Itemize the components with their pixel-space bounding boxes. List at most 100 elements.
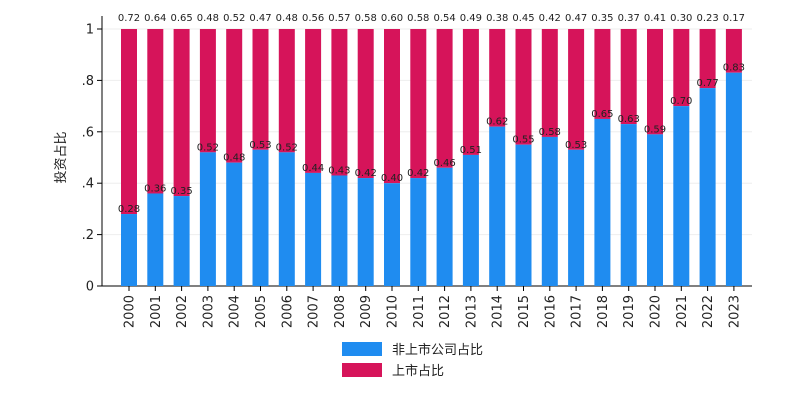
data-label-listed: 0.72: [118, 13, 140, 24]
data-label-listed: 0.56: [302, 13, 324, 24]
data-label-listed: 0.54: [433, 13, 455, 24]
legend-label: 上市占比: [392, 363, 444, 379]
bar-listed: [173, 29, 190, 197]
data-label-unlisted: 0.58: [539, 127, 561, 138]
data-label-unlisted: 0.62: [486, 117, 508, 128]
bar-listed: [515, 29, 532, 145]
x-tick-label: 2012: [438, 295, 453, 328]
data-label-unlisted: 0.43: [328, 165, 350, 176]
bar-unlisted: [357, 178, 374, 286]
bar-unlisted: [699, 88, 716, 286]
data-label-listed: 0.41: [644, 13, 666, 24]
y-tick-label: 0: [86, 280, 94, 295]
x-tick-label: 2014: [491, 295, 506, 328]
y-axis-title: 投资占比: [53, 131, 69, 183]
data-label-unlisted: 0.53: [565, 140, 587, 151]
data-label-unlisted: 0.55: [512, 135, 534, 146]
data-label-unlisted: 0.48: [223, 153, 245, 164]
x-tick-label: 2006: [280, 295, 295, 328]
data-label-unlisted: 0.42: [407, 168, 429, 179]
bar-unlisted: [226, 162, 243, 286]
x-tick-label: 2015: [517, 295, 532, 328]
bar-unlisted: [305, 172, 322, 286]
x-tick-label: 2020: [649, 295, 664, 328]
bar-unlisted: [725, 72, 742, 286]
bar-unlisted: [436, 167, 453, 286]
x-tick-label: 2019: [622, 295, 637, 328]
data-label-listed: 0.48: [197, 13, 219, 24]
y-tick-label: .8: [82, 74, 94, 89]
bar-unlisted: [568, 149, 585, 286]
data-label-listed: 0.60: [381, 13, 403, 24]
data-label-listed: 0.47: [565, 13, 587, 24]
bar-listed: [489, 29, 506, 127]
bar-listed: [357, 29, 374, 179]
data-label-listed: 0.57: [328, 13, 350, 24]
bar-listed: [384, 29, 400, 184]
data-label-unlisted: 0.36: [144, 183, 166, 194]
data-label-listed: 0.58: [355, 13, 377, 24]
x-tick-label: 2004: [228, 295, 243, 328]
bar-listed: [305, 29, 322, 173]
bar-listed: [647, 29, 663, 135]
x-tick-label: 2022: [701, 295, 716, 328]
bar-unlisted: [462, 154, 479, 286]
x-tick-label: 2016: [543, 295, 558, 328]
data-label-unlisted: 0.65: [591, 109, 613, 120]
data-label-listed: 0.58: [407, 13, 429, 24]
x-tick-label: 2002: [175, 295, 190, 328]
x-tick-label: 2008: [333, 295, 348, 328]
bar-listed: [673, 29, 690, 107]
data-label-listed: 0.48: [276, 13, 298, 24]
bar-unlisted: [489, 126, 506, 286]
data-label-unlisted: 0.35: [170, 186, 192, 197]
bar-listed: [147, 29, 164, 194]
data-label-unlisted: 0.83: [723, 63, 745, 74]
bar-unlisted: [515, 144, 532, 286]
x-tick-label: 2013: [464, 295, 479, 328]
legend-swatch: [342, 342, 382, 356]
y-tick-label: .2: [82, 228, 94, 243]
data-label-unlisted: 0.46: [433, 158, 455, 169]
bar-listed: [199, 29, 216, 153]
data-label-listed: 0.23: [696, 13, 718, 24]
x-tick-label: 2017: [570, 295, 585, 328]
x-tick-label: 2021: [675, 295, 690, 328]
data-label-unlisted: 0.42: [355, 168, 377, 179]
bar-listed: [331, 29, 348, 176]
data-label-listed: 0.37: [618, 13, 640, 24]
data-label-listed: 0.52: [223, 13, 245, 24]
bar-unlisted: [541, 136, 558, 286]
x-tick-label: 2005: [254, 295, 269, 328]
data-label-listed: 0.30: [670, 13, 692, 24]
data-label-listed: 0.38: [486, 13, 508, 24]
bar-listed: [725, 29, 742, 73]
y-tick-label: .4: [82, 177, 94, 192]
bar-unlisted: [647, 134, 663, 286]
bar-unlisted: [594, 118, 611, 286]
data-label-unlisted: 0.52: [197, 142, 219, 153]
data-label-listed: 0.35: [591, 13, 613, 24]
bar-unlisted: [384, 183, 400, 286]
bar-listed: [462, 29, 479, 155]
bar-unlisted: [121, 214, 137, 286]
bar-listed: [121, 29, 137, 215]
bar-listed: [699, 29, 716, 89]
x-tick-label: 2009: [359, 295, 374, 328]
data-label-listed: 0.65: [170, 13, 192, 24]
x-tick-label: 2001: [149, 295, 164, 328]
data-label-listed: 0.49: [460, 13, 482, 24]
bar-listed: [620, 29, 637, 125]
bar-unlisted: [620, 124, 637, 286]
bar-listed: [436, 29, 453, 168]
x-tick-label: 2007: [307, 295, 322, 328]
data-label-unlisted: 0.53: [249, 140, 271, 151]
data-label-listed: 0.42: [539, 13, 561, 24]
bar-unlisted: [252, 149, 269, 286]
bar-listed: [278, 29, 295, 153]
data-label-unlisted: 0.52: [276, 142, 298, 153]
data-label-unlisted: 0.51: [460, 145, 482, 156]
